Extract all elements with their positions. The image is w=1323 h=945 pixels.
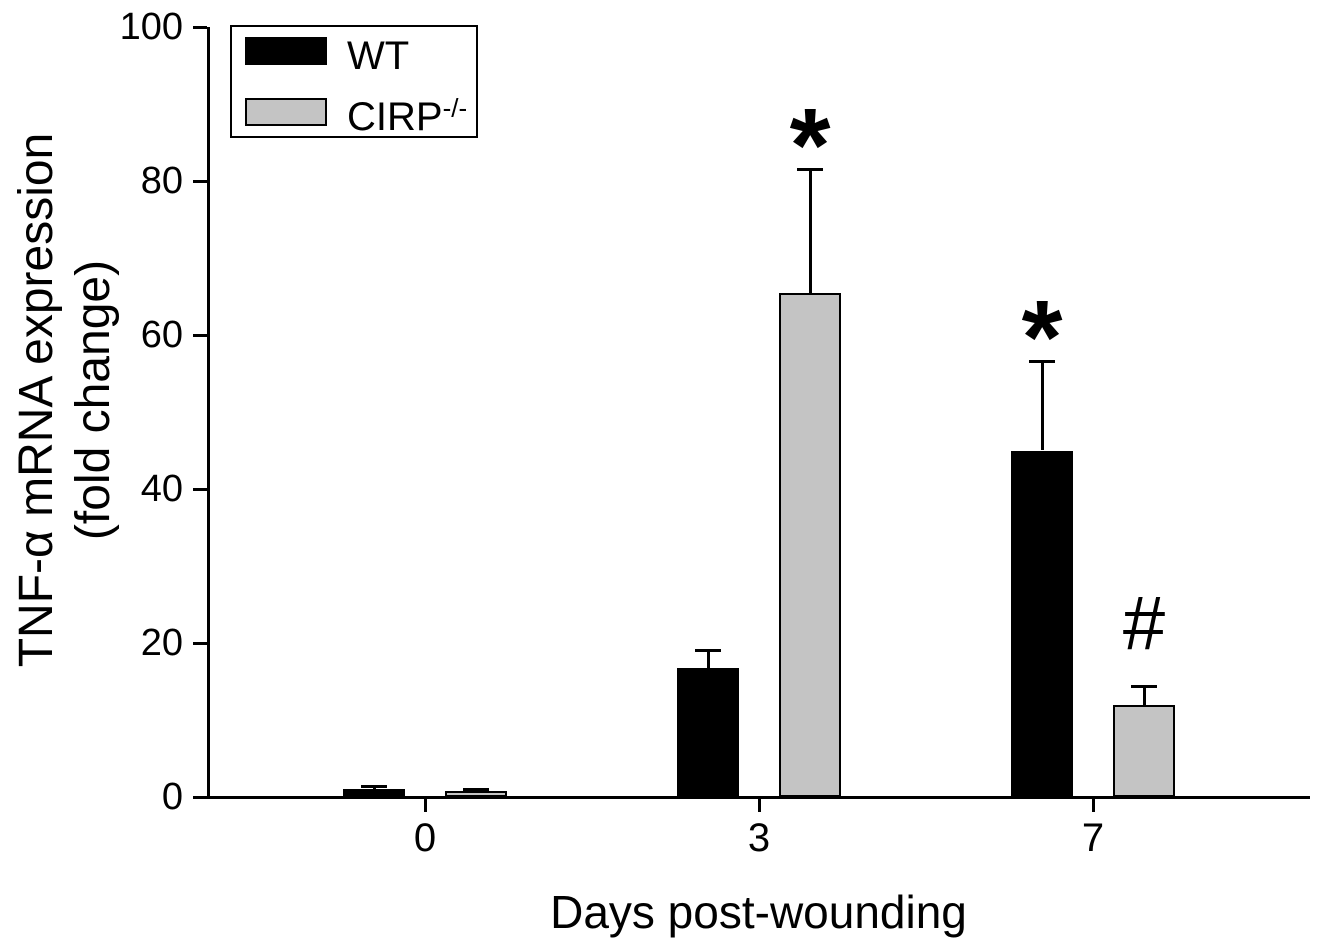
y-tick-label-100: 100 — [119, 6, 183, 48]
y-tick-0 — [193, 795, 207, 799]
bar-wt-day0 — [343, 789, 405, 797]
legend-label-cirp-ko-text: CIRP — [347, 94, 443, 139]
bar-wt-day7 — [1011, 450, 1073, 797]
legend-swatch-cirp-ko — [245, 98, 327, 126]
y-tick-label-0: 0 — [161, 776, 183, 818]
legend-label-cirp-ko: CIRP-/- — [347, 88, 467, 137]
error-cap-cirp-ko-day7 — [1131, 685, 1157, 689]
x-tick-label-day3: 3 — [747, 816, 771, 860]
y-tick-label-60: 60 — [140, 314, 183, 356]
bar-cirp-ko-day0 — [445, 790, 507, 797]
x-tick-day7 — [1091, 798, 1095, 812]
error-bar-wt-day3 — [706, 650, 710, 669]
y-tick-label-80: 80 — [140, 160, 183, 202]
error-cap-cirp-ko-day3 — [797, 167, 823, 171]
legend-swatch-wt — [245, 37, 327, 65]
y-tick-20 — [193, 641, 207, 645]
bar-wt-day3 — [677, 668, 739, 797]
x-tick-label-day0: 0 — [413, 816, 437, 860]
x-axis-line — [207, 796, 1310, 799]
error-bar-cirp-ko-day3 — [808, 169, 812, 293]
y-axis-line — [207, 27, 210, 799]
error-bar-cirp-ko-day7 — [1142, 686, 1146, 705]
y-tick-80 — [193, 179, 207, 183]
y-tick-label-40: 40 — [140, 468, 183, 510]
legend-label-cirp-ko-sup: -/- — [442, 92, 468, 123]
legend-label-wt-text: WT — [347, 33, 410, 78]
error-cap-wt-day3 — [695, 649, 721, 653]
legend-item-cirp-ko: CIRP-/- — [245, 88, 476, 137]
y-tick-100 — [193, 25, 207, 29]
error-cap-cirp-ko-day0 — [463, 787, 489, 791]
error-bar-wt-day7 — [1040, 361, 1044, 451]
y-tick-label-20: 20 — [140, 622, 183, 664]
x-tick-day3 — [757, 798, 761, 812]
x-axis-title: Days post-wounding — [550, 886, 967, 938]
bar-cirp-ko-day7 — [1113, 704, 1175, 797]
y-tick-60 — [193, 333, 207, 337]
error-cap-wt-day0 — [361, 785, 387, 789]
significance-asterisk-wt-day7: * — [1021, 279, 1063, 397]
error-cap-wt-day7 — [1029, 360, 1055, 364]
y-tick-40 — [193, 487, 207, 491]
significance-hash-cirp-ko-day7: # — [1122, 580, 1166, 666]
bar-cirp-ko-day3 — [779, 292, 841, 797]
significance-asterisk-cirp-ko-day3: * — [789, 86, 831, 204]
x-tick-label-day7: 7 — [1081, 816, 1105, 860]
legend-label-wt: WT — [347, 27, 409, 76]
legend: WT CIRP-/- — [230, 25, 478, 138]
legend-item-wt: WT — [245, 27, 476, 76]
x-tick-day0 — [423, 798, 427, 812]
